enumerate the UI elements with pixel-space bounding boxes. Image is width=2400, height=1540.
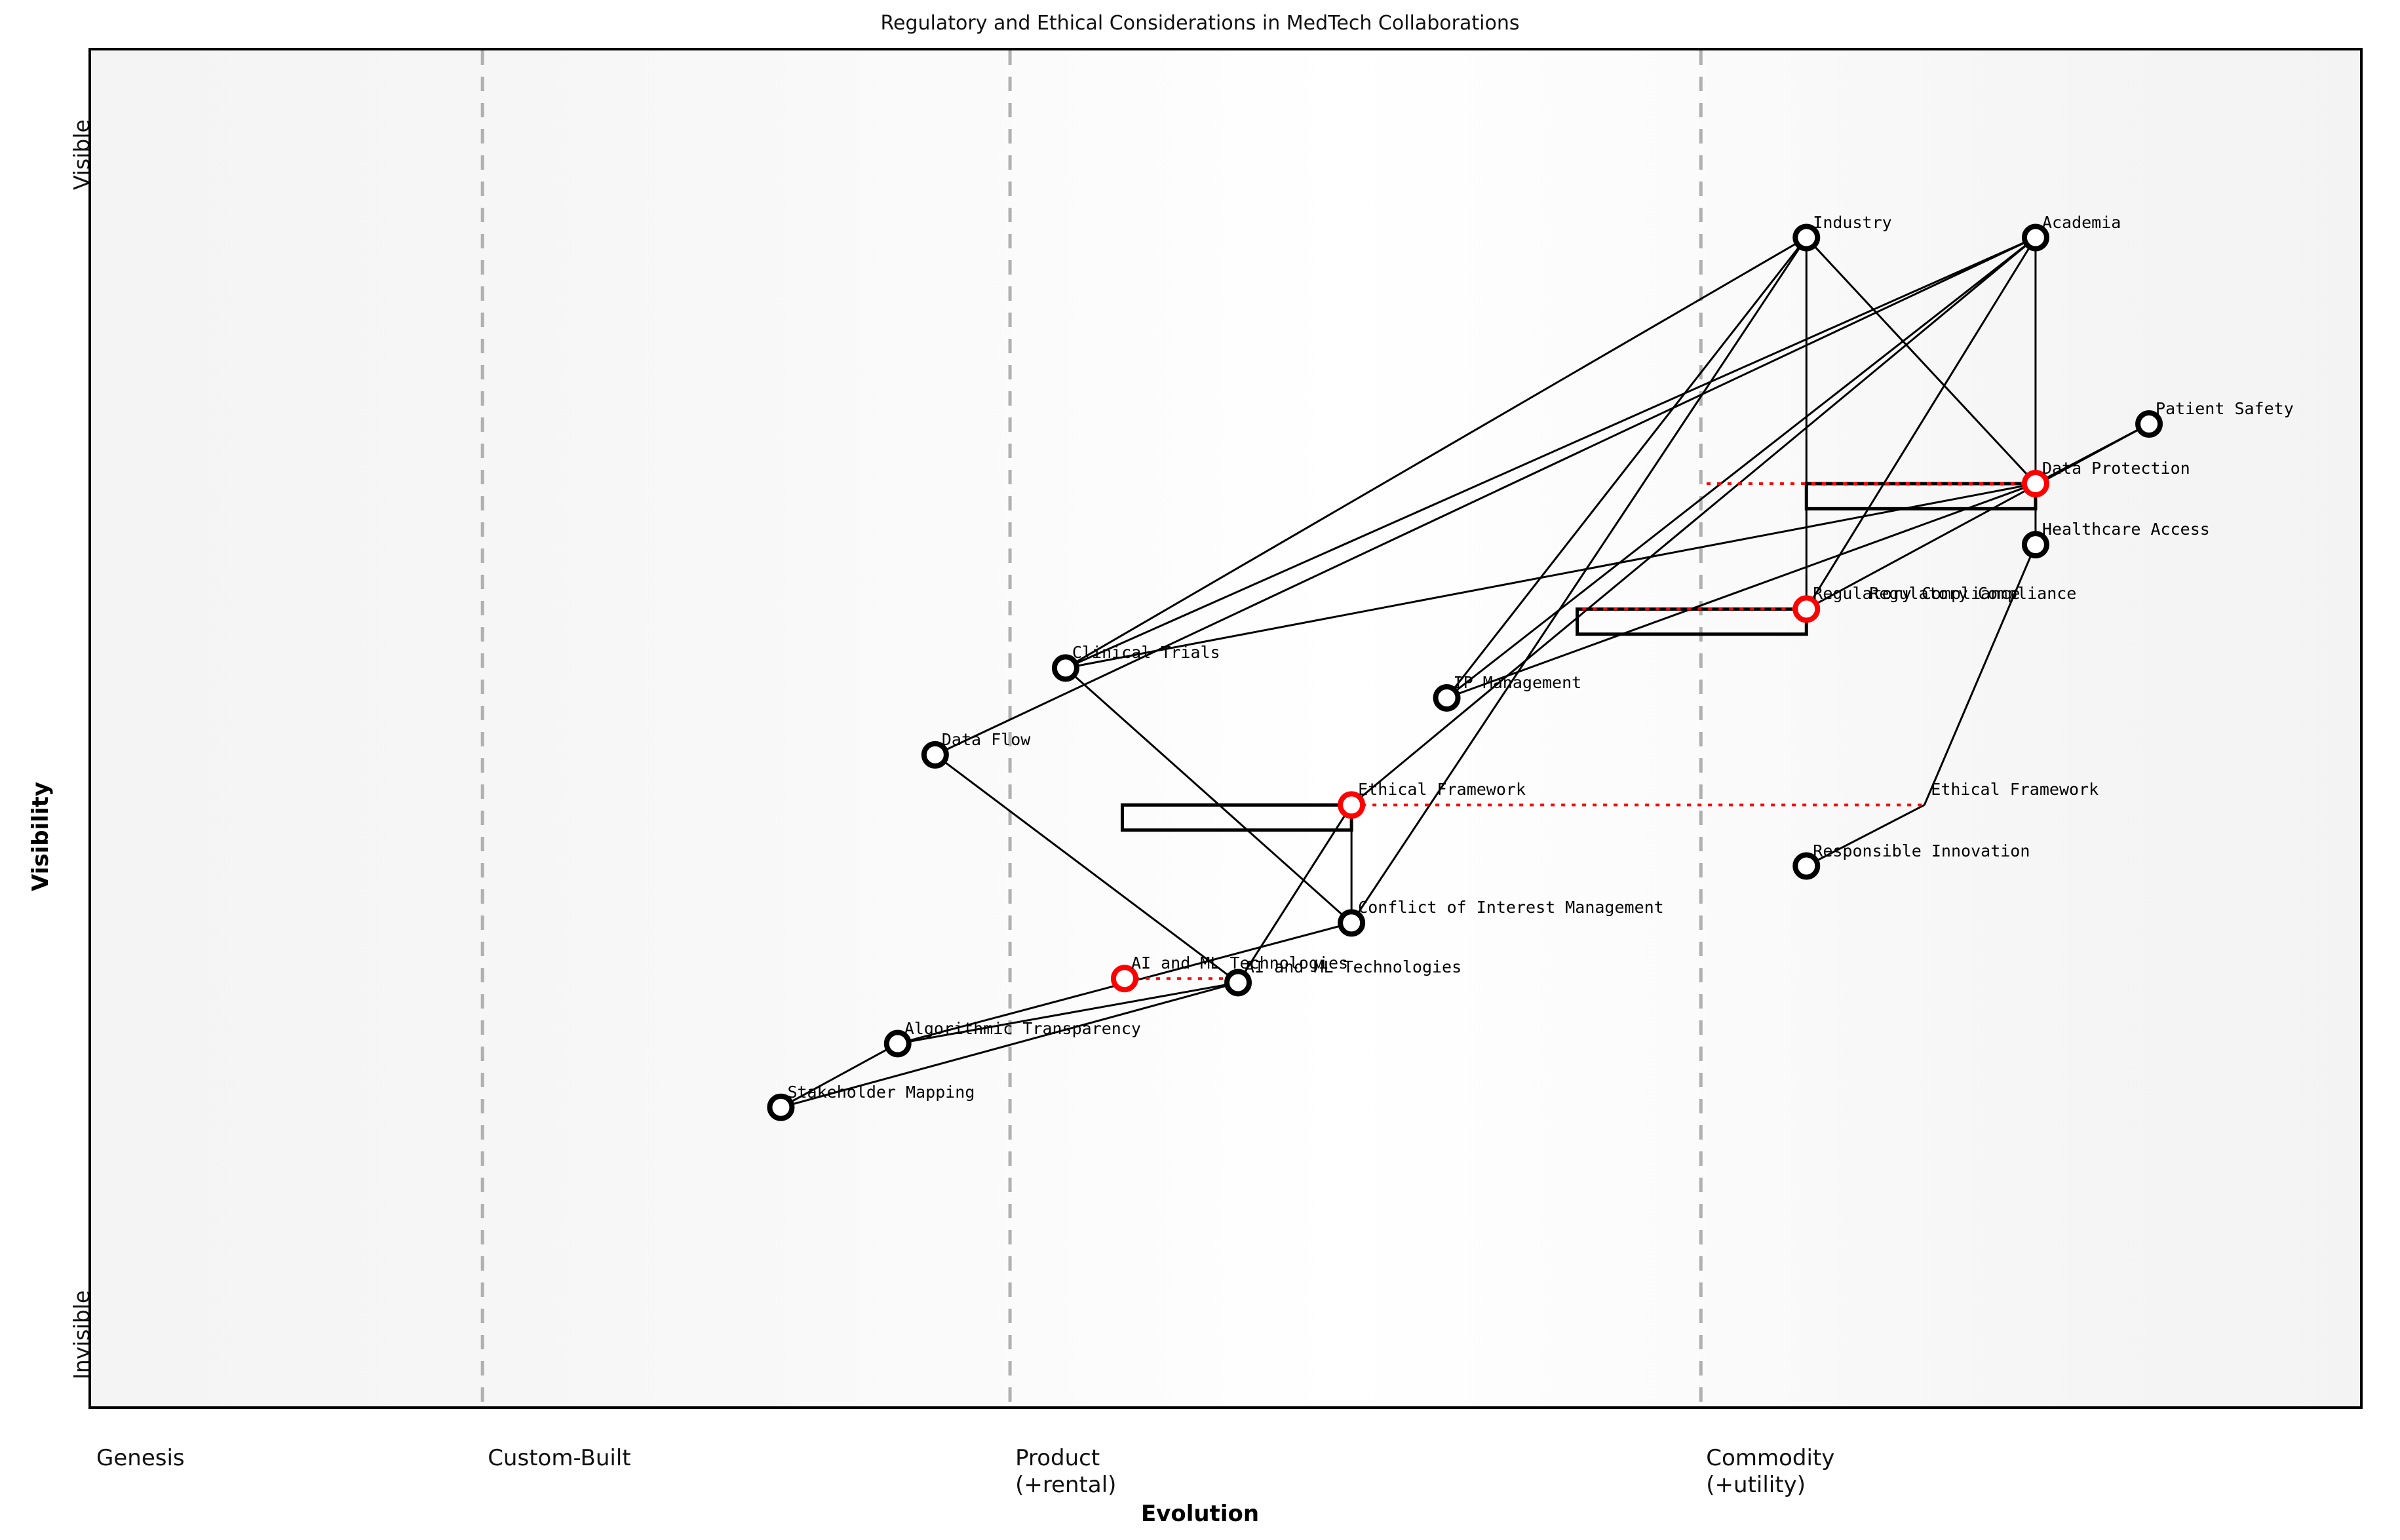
y-axis-title: Visibility <box>28 782 54 891</box>
dependency-link <box>2035 423 2150 485</box>
node-label: Responsible Innovation <box>1813 841 2030 860</box>
inertia-box <box>1120 803 1353 832</box>
node-label: Conflict of Interest Management <box>1358 898 1664 917</box>
x-axis-title: Evolution <box>1140 1501 1260 1527</box>
node-label: AI and ML Technologies <box>1245 957 1462 977</box>
dependency-link <box>1446 237 2036 699</box>
map-node[interactable] <box>1338 791 1366 819</box>
node-label: Clinical Trials <box>1072 643 1220 663</box>
node-label: Regulatory Compliance <box>1869 584 2077 604</box>
dependency-link <box>934 754 1239 984</box>
dependency-link <box>1065 482 2036 669</box>
node-label: Algorithmic Transparency <box>904 1018 1141 1038</box>
dependency-link <box>1446 237 1808 699</box>
map-graphics <box>480 50 2163 1406</box>
map-node[interactable] <box>1792 595 1821 623</box>
map-node[interactable] <box>883 1030 912 1058</box>
dependency-link <box>1923 544 2037 805</box>
node-label: Stakeholder Mapping <box>787 1082 975 1102</box>
map-node[interactable] <box>921 741 949 769</box>
map-node[interactable] <box>2021 531 2049 559</box>
map-node[interactable] <box>1338 909 1366 937</box>
plot-area <box>88 48 2363 1409</box>
dependency-link <box>1350 237 1808 924</box>
dependency-link <box>1806 804 1925 867</box>
dependency-link <box>897 981 1239 1045</box>
node-label: Ethical Framework <box>1931 780 2099 799</box>
map-node[interactable] <box>1792 223 1821 252</box>
node-label: Data Flow <box>941 729 1031 749</box>
x-tick-label-2: Product (+rental) <box>1015 1445 1117 1499</box>
node-label: Industry <box>1813 212 1892 232</box>
dependency-link <box>1351 237 2036 806</box>
dependency-link <box>935 237 2036 756</box>
map-node[interactable] <box>1110 965 1138 993</box>
map-node[interactable] <box>2135 410 2163 438</box>
node-label: Academia <box>2042 212 2121 232</box>
node-label: Data Protection <box>2042 459 2190 478</box>
map-node[interactable] <box>1792 852 1821 880</box>
dependency-link <box>1806 237 2037 485</box>
dependency-link <box>1446 482 2036 699</box>
node-label: Regulatory Compliance <box>1813 584 2021 604</box>
map-node[interactable] <box>1051 654 1079 682</box>
map-node[interactable] <box>2021 223 2049 252</box>
node-label: AI and ML Technologies <box>1131 953 1349 973</box>
map-node[interactable] <box>2021 470 2049 498</box>
inertia-box <box>1576 607 1808 636</box>
dependency-link <box>781 981 1239 1109</box>
node-label: IP Management <box>1453 672 1582 692</box>
x-tick-label-0: Genesis <box>96 1445 185 1471</box>
dependency-link <box>1237 804 1353 984</box>
node-label: Patient Safety <box>2156 399 2294 418</box>
node-label: Ethical Framework <box>1358 780 1526 799</box>
dependency-link <box>1065 237 2036 669</box>
x-tick-label-1: Custom-Built <box>488 1445 631 1471</box>
map-node[interactable] <box>1433 683 1461 712</box>
node-label: Healthcare Access <box>2042 520 2210 539</box>
dependency-link <box>1065 237 1808 669</box>
map-node[interactable] <box>1224 969 1252 997</box>
x-tick-label-3: Commodity (+utility) <box>1706 1445 1835 1499</box>
dependency-link <box>1805 237 2037 610</box>
page-title: Regulatory and Ethical Considerations in… <box>880 12 1520 35</box>
dependency-link <box>780 1043 899 1109</box>
map-node[interactable] <box>767 1093 795 1121</box>
